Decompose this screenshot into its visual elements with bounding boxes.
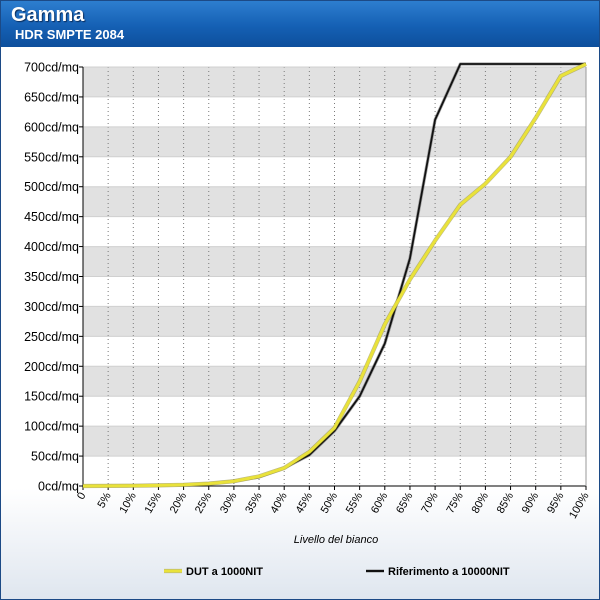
x-tick-label: 65% (394, 490, 416, 515)
x-tick-label: 80% (470, 490, 492, 515)
chart-subtitle: HDR SMPTE 2084 (15, 27, 125, 42)
x-tick-label: 85% (495, 490, 517, 515)
x-tick-label: 40% (268, 490, 290, 515)
x-tick-label: 0 (75, 491, 88, 502)
y-tick-label: 500cd/mq (24, 180, 79, 194)
x-tick-label: 55% (344, 490, 366, 515)
y-tick-label: 450cd/mq (24, 210, 79, 224)
legend-item-reference: Riferimento a 10000NIT (388, 566, 510, 578)
x-tick-label: 15% (143, 490, 165, 515)
x-tick-label: 50% (319, 490, 341, 515)
y-tick-label: 0cd/mq (38, 480, 79, 494)
y-tick-labels: 0cd/mq 50cd/mq 100cd/mq 150cd/mq 200cd/mq 250… (24, 61, 79, 494)
chart-header: Gamma HDR SMPTE 2084 (1, 1, 599, 47)
y-tick-label: 100cd/mq (24, 420, 79, 434)
plot-axes (79, 66, 587, 490)
x-tick-label: 25% (193, 490, 215, 515)
y-tick-label: 600cd/mq (24, 120, 79, 134)
y-tick-label: 650cd/mq (24, 90, 79, 104)
y-tick-label: 700cd/mq (24, 61, 79, 75)
y-tick-label: 250cd/mq (24, 330, 79, 344)
chart-legend: DUT a 1000NIT Riferimento a 10000NIT (164, 566, 510, 578)
x-tick-label: 20% (168, 490, 190, 515)
x-tick-label: 95% (545, 490, 567, 515)
x-tick-label: 45% (294, 490, 316, 515)
y-tick-label: 300cd/mq (24, 300, 79, 314)
x-tick-label: 5% (95, 490, 113, 510)
x-tick-label: 70% (419, 490, 441, 515)
y-tick-label: 50cd/mq (31, 450, 79, 464)
x-tick-label: 60% (369, 490, 391, 515)
y-tick-label: 150cd/mq (24, 390, 79, 404)
series-line-dut (82, 62, 587, 488)
x-tick-label: 10% (117, 490, 139, 515)
x-tick-label: 30% (218, 490, 240, 515)
x-axis-label: Livello del bianco (294, 534, 378, 546)
y-tick-label: 350cd/mq (24, 270, 79, 284)
legend-item-dut: DUT a 1000NIT (186, 566, 263, 578)
y-tick-label: 400cd/mq (24, 240, 79, 254)
x-tick-label: 100% (567, 490, 592, 521)
plot-series (82, 62, 587, 489)
x-tick-label: 90% (520, 490, 542, 515)
chart-title: Gamma (11, 4, 85, 26)
x-tick-label: 35% (243, 490, 265, 515)
y-tick-label: 200cd/mq (24, 360, 79, 374)
y-tick-label: 550cd/mq (24, 150, 79, 164)
x-tick-label: 75% (444, 490, 466, 515)
x-tick-labels: 0 5% 10% 15% 20% 25% 30% 35% 40% 45% 50% 55% 60% 65% 7… (75, 490, 592, 521)
